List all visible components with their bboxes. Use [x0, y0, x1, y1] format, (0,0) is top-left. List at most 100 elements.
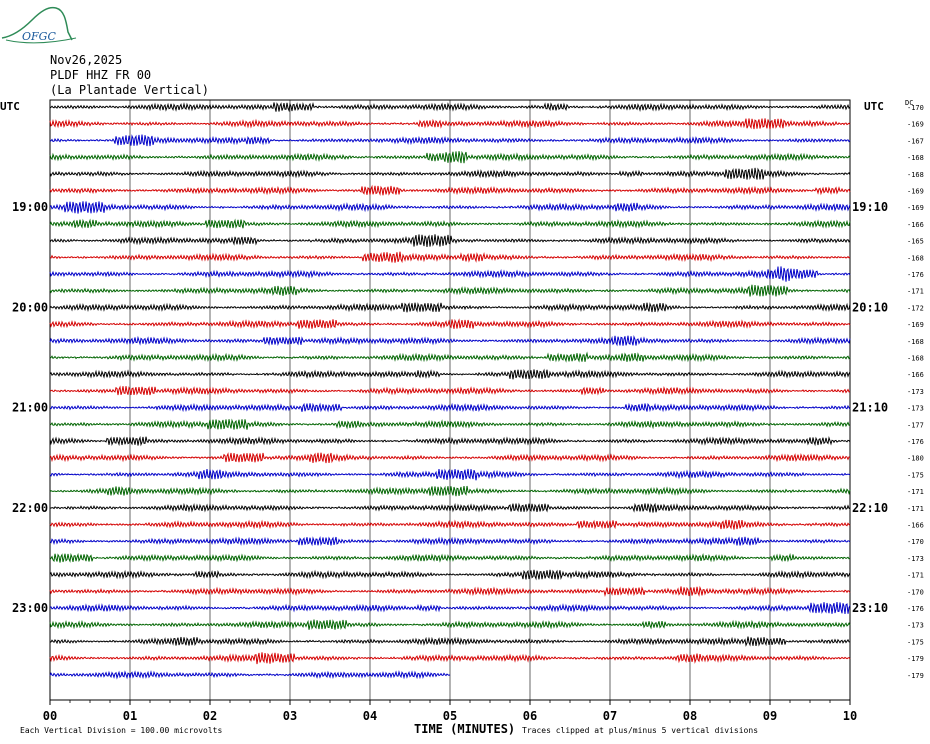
- seismic-trace: [49, 519, 851, 530]
- dc-offset-label: -171: [907, 572, 924, 580]
- dc-offset-label: -169: [907, 204, 924, 212]
- header-station: PLDF HHZ FR 00: [50, 68, 152, 82]
- dc-offset-label: -169: [907, 188, 924, 196]
- seismic-trace: [49, 485, 851, 497]
- dc-offset-label: -169: [907, 121, 924, 129]
- right-time-label: 19:10: [852, 200, 888, 214]
- dc-offset-label: -176: [907, 605, 924, 613]
- ofgc-logo: OFGC: [1, 6, 77, 44]
- dc-offset-label: -166: [907, 221, 924, 229]
- right-time-label: 21:10: [852, 401, 888, 415]
- left-utc-title: UTC: [0, 100, 20, 113]
- dc-offset-label: -179: [907, 655, 924, 663]
- seismic-trace: [49, 585, 851, 598]
- dc-offset-label: -175: [907, 638, 924, 646]
- seismic-trace: [49, 334, 851, 347]
- header-location: (La Plantade Vertical): [50, 83, 209, 97]
- seismic-trace: [49, 134, 851, 147]
- seismic-trace: [49, 452, 851, 464]
- dc-offset-label: -171: [907, 505, 924, 513]
- x-tick-label: 08: [683, 709, 697, 723]
- seismic-trace: [49, 150, 851, 164]
- right-time-label: 22:10: [852, 501, 888, 515]
- x-tick-label: 05: [443, 709, 457, 723]
- dc-offset-label: -170: [907, 104, 924, 112]
- dc-offset-label: -168: [907, 171, 924, 179]
- x-tick-label: 06: [523, 709, 537, 723]
- seismic-trace: [49, 435, 851, 447]
- seismic-trace: [49, 601, 851, 615]
- x-tick-label: 01: [123, 709, 137, 723]
- dc-offset-label: -173: [907, 555, 924, 563]
- dc-offset-label: -166: [907, 522, 924, 530]
- seismic-trace: [49, 118, 851, 130]
- x-tick-label: 09: [763, 709, 777, 723]
- label-group: 00 01 02 03 04 05 06 07 08 09 10 -170 -169 -167 -168 -1…: [0, 99, 924, 736]
- seismic-trace: [49, 636, 851, 647]
- left-time-label: 22:00: [12, 501, 48, 515]
- right-utc-title: UTC: [864, 100, 884, 113]
- seismic-trace: [49, 402, 851, 413]
- dc-offset-label: -166: [907, 371, 924, 379]
- dc-offset-label: -173: [907, 405, 924, 413]
- seismic-trace: [49, 318, 851, 330]
- seismic-trace: [49, 218, 851, 229]
- plot-grid: [49, 99, 851, 705]
- x-axis-title: TIME (MINUTES): [414, 722, 515, 736]
- seismic-trace: [49, 652, 851, 665]
- dc-offset-label: -171: [907, 488, 924, 496]
- x-tick-label: 03: [283, 709, 297, 723]
- seismic-trace: [49, 468, 851, 481]
- logo-underline-icon: [5, 37, 77, 44]
- dc-offset-label: -168: [907, 338, 924, 346]
- dc-offset-label: -170: [907, 538, 924, 546]
- seismic-trace: [49, 535, 851, 547]
- footer-clip-note: Traces clipped at plus/minus 5 vertical …: [522, 726, 758, 735]
- seismic-trace: [49, 669, 451, 680]
- x-tick-label: 04: [363, 709, 377, 723]
- seismic-trace: [49, 251, 851, 264]
- right-time-label: 23:10: [852, 601, 888, 615]
- dc-header: DC: [905, 99, 913, 107]
- x-tick-label: 07: [603, 709, 617, 723]
- dc-offset-label: -176: [907, 271, 924, 279]
- seismic-trace: [49, 201, 851, 214]
- seismic-trace: [49, 266, 851, 282]
- seismic-trace: [49, 418, 851, 430]
- dc-offset-label: -175: [907, 471, 924, 479]
- seismic-trace: [49, 102, 851, 113]
- seismic-trace: [49, 167, 851, 180]
- dc-offset-label: -168: [907, 254, 924, 262]
- header-date: Nov26,2025: [50, 53, 123, 67]
- dc-offset-label: -176: [907, 438, 924, 446]
- seismic-trace: [49, 552, 851, 563]
- dc-offset-label: -168: [907, 154, 924, 162]
- dc-offset-label: -169: [907, 321, 924, 329]
- x-tick-label: 10: [843, 709, 857, 723]
- seismic-trace: [49, 569, 851, 581]
- dc-offset-label: -180: [907, 455, 924, 463]
- dc-offset-label: -177: [907, 421, 924, 429]
- dc-offset-label: -173: [907, 622, 924, 630]
- footer-scale-note: Each Vertical Division = 100.00 microvol…: [20, 726, 222, 735]
- dc-offset-label: -170: [907, 588, 924, 596]
- logo-text: OFGC: [22, 30, 56, 43]
- logo-swoosh-icon: [1, 6, 73, 41]
- seismic-trace: [49, 351, 851, 363]
- dc-offset-label: -172: [907, 304, 924, 312]
- dc-offset-label: -173: [907, 388, 924, 396]
- dc-offset-label: -179: [907, 672, 924, 680]
- x-tick-label: 02: [203, 709, 217, 723]
- dc-offset-label: -167: [907, 137, 924, 145]
- seismic-trace: [49, 284, 851, 297]
- left-time-label: 21:00: [12, 401, 48, 415]
- dc-offset-label: -168: [907, 355, 924, 363]
- seismic-trace: [49, 184, 851, 196]
- seismic-trace: [49, 302, 851, 313]
- dc-offset-label: -171: [907, 288, 924, 296]
- seismic-trace: [49, 234, 851, 247]
- seismic-trace: [49, 502, 851, 513]
- right-time-label: 20:10: [852, 300, 888, 314]
- x-tick-label: 00: [43, 709, 57, 723]
